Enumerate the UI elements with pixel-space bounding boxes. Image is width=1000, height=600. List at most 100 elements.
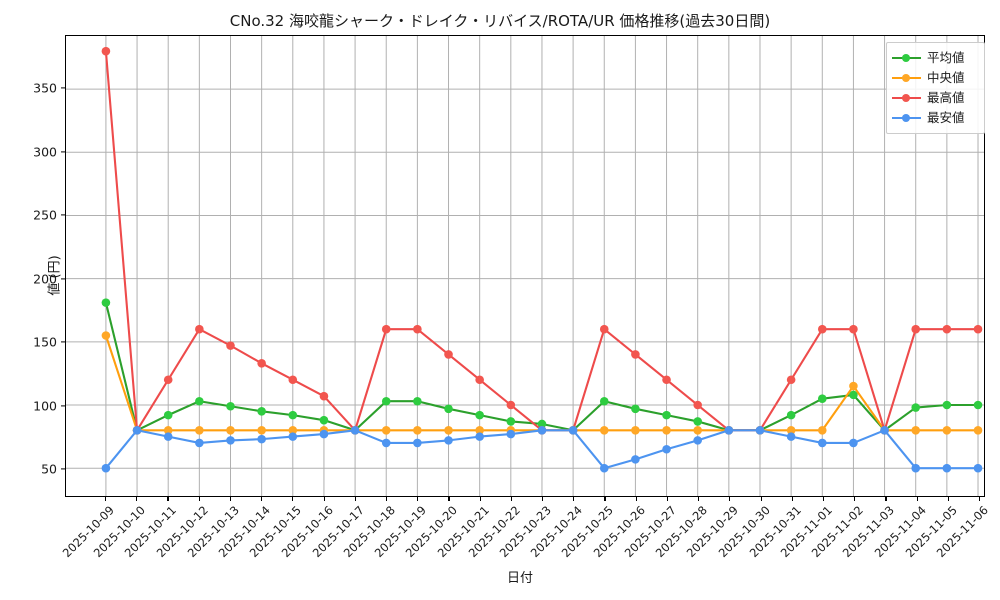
data-point <box>942 463 952 473</box>
y-tick-label: 100 <box>33 398 57 414</box>
data-point <box>288 410 298 420</box>
x-tick-mark <box>198 497 200 501</box>
data-point <box>101 463 111 473</box>
y-tick-mark <box>61 468 65 470</box>
data-point <box>257 426 266 435</box>
y-tick-label: 250 <box>33 207 57 223</box>
x-tick-mark <box>510 497 512 501</box>
data-point <box>911 426 921 435</box>
data-point <box>911 463 921 473</box>
y-tick-label: 150 <box>33 334 57 350</box>
chart-legend: 平均値中央値最高値最安値 <box>886 42 985 134</box>
data-point <box>599 396 609 406</box>
x-tick-mark <box>229 497 232 501</box>
chart-title: CNo.32 海咬龍シャーク・ドレイク・リバイス/ROTA/UR 価格推移(過去… <box>229 12 771 30</box>
data-point <box>195 426 204 435</box>
data-point <box>786 426 796 435</box>
data-point <box>163 426 173 435</box>
data-point <box>849 390 858 400</box>
data-point <box>101 298 111 307</box>
data-point <box>631 350 640 359</box>
legend-label: 最安値 <box>927 110 965 125</box>
data-point <box>475 426 484 435</box>
data-point <box>288 432 298 441</box>
x-tick-mark <box>916 497 918 501</box>
data-point <box>973 463 983 473</box>
data-point <box>132 426 142 435</box>
data-point <box>755 426 765 435</box>
data-point <box>849 324 858 334</box>
legend-item-2[interactable]: 最高値 <box>892 88 978 108</box>
x-axis-label: 日付 <box>506 571 533 586</box>
data-point <box>942 426 952 435</box>
x-tick-mark <box>354 497 356 501</box>
data-point <box>631 404 640 414</box>
data-point <box>288 375 298 385</box>
data-point <box>319 415 329 425</box>
data-point <box>475 432 484 441</box>
legend-marker-icon <box>892 112 921 124</box>
data-point <box>226 401 235 411</box>
data-point <box>631 455 640 464</box>
y-tick-label: 200 <box>33 271 57 287</box>
legend-label: 最高値 <box>927 90 965 105</box>
legend-marker-icon <box>892 52 921 64</box>
data-point <box>444 426 453 435</box>
legend-item-0[interactable]: 平均値 <box>892 48 978 68</box>
data-point <box>973 400 983 410</box>
data-point <box>506 429 516 439</box>
legend-item-3[interactable]: 最安値 <box>892 108 978 128</box>
data-point <box>817 394 827 403</box>
y-tick-mark <box>61 405 65 407</box>
x-tick-mark <box>979 497 981 501</box>
data-point <box>693 426 702 435</box>
y-tick-label: 50 <box>41 461 57 477</box>
x-tick-mark <box>791 497 793 501</box>
y-tick-mark <box>61 151 65 153</box>
data-point <box>195 396 204 406</box>
legend-marker-icon <box>892 72 921 84</box>
series-lines <box>101 46 983 473</box>
data-point <box>506 400 516 410</box>
data-point <box>350 426 360 435</box>
data-point <box>226 341 235 350</box>
data-point <box>537 426 547 435</box>
series-line <box>104 429 980 470</box>
data-point <box>880 426 889 435</box>
data-point <box>973 324 983 334</box>
x-tick-mark <box>822 497 825 501</box>
legend-label: 平均値 <box>927 50 965 65</box>
data-point <box>911 324 921 334</box>
plot-area <box>65 35 985 497</box>
data-point <box>662 444 671 454</box>
x-tick-mark <box>885 497 887 501</box>
data-point <box>662 375 671 385</box>
legend-item-1[interactable]: 中央値 <box>892 68 978 88</box>
data-point <box>195 438 204 448</box>
data-point <box>568 426 578 435</box>
data-point <box>444 436 453 445</box>
data-point <box>631 426 640 435</box>
data-point <box>849 438 858 448</box>
data-point <box>257 434 266 444</box>
x-tick-mark <box>292 497 294 501</box>
x-tick-mark <box>573 497 575 501</box>
x-tick-mark <box>261 497 263 501</box>
data-point <box>444 350 453 359</box>
data-point <box>413 426 422 435</box>
data-point <box>444 404 453 414</box>
data-point <box>942 324 952 334</box>
data-point <box>599 426 609 435</box>
y-tick-label: 350 <box>33 80 57 96</box>
data-point <box>693 400 702 410</box>
data-point <box>911 403 921 412</box>
y-tick-mark <box>61 341 65 343</box>
data-point <box>163 410 173 420</box>
x-tick-mark <box>635 497 637 501</box>
x-tick-mark <box>167 497 169 501</box>
data-point <box>381 396 391 406</box>
data-point <box>319 391 329 401</box>
data-point <box>475 375 484 385</box>
data-point <box>786 432 796 441</box>
data-point <box>537 419 547 429</box>
